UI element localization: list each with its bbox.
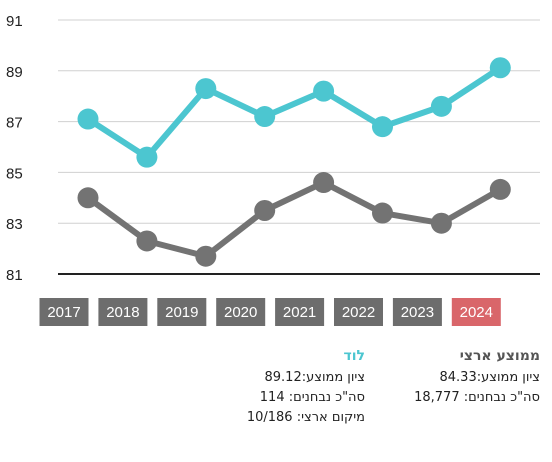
- data-point: [372, 116, 393, 138]
- x-tick-label: 2024: [460, 304, 493, 321]
- legend-national: ממוצע ארצי ציון ממוצע:84.33 סה"כ נבחנים:…: [392, 346, 540, 408]
- x-tick-box: [392, 298, 442, 326]
- x-tick-box: [334, 298, 383, 326]
- grid-lines: [58, 19, 540, 275]
- x-tick-box: [98, 298, 148, 326]
- data-point: [254, 200, 276, 221]
- x-tick-label: 2023: [401, 304, 434, 321]
- y-axis-ticks: 91 89 87 85 83 81: [6, 13, 23, 284]
- legend-national-count: סה"כ נבחנים: 18,777: [414, 390, 540, 405]
- x-tick-box: [157, 298, 207, 326]
- data-point: [372, 202, 393, 224]
- y-tick-label: 81: [6, 267, 23, 284]
- x-tick-label: 2017: [47, 304, 80, 321]
- y-tick-label: 83: [6, 216, 23, 233]
- data-point: [430, 212, 452, 234]
- x-tick-label: 2021: [283, 304, 316, 321]
- data-point: [77, 108, 99, 130]
- x-tick-label: 2018: [106, 304, 139, 321]
- x-tick-box: [39, 298, 89, 326]
- x-tick-label: 2020: [224, 304, 257, 321]
- x-tick-box: [216, 298, 266, 326]
- legend-lod: לוד ציון ממוצע:89.12 סה"כ נבחנים: 114 מי…: [220, 346, 365, 428]
- data-point: [77, 187, 99, 209]
- legend-lod-rank: מיקום ארצי: 10/186: [246, 410, 365, 425]
- data-point: [430, 95, 452, 117]
- data-point: [136, 230, 158, 252]
- data-point: [195, 78, 217, 100]
- legend-national-avg: ציון ממוצע:84.33: [439, 370, 541, 385]
- x-tick-label: 2022: [342, 304, 375, 321]
- data-point: [195, 245, 217, 267]
- legend-lod-avg: ציון ממוצע:89.12: [264, 370, 366, 385]
- data-point: [489, 57, 511, 79]
- x-axis-ticks: 2017 2018 2019 2020 2021 2022 2023 2024: [39, 298, 501, 326]
- data-point: [489, 178, 511, 200]
- series-lines: [77, 57, 511, 267]
- data-point: [136, 146, 158, 168]
- y-tick-label: 85: [6, 165, 23, 182]
- legend-lod-count: סה"כ נבחנים: 114: [259, 390, 365, 405]
- line-chart: 91 89 87 85 83 81 2017 2018 2019 2020 2021 2022 202…: [6, 13, 540, 326]
- y-tick-label: 89: [6, 64, 23, 81]
- legend-national-title: ממוצע ארצי: [459, 348, 540, 364]
- x-tick-box: [451, 298, 501, 326]
- y-tick-label: 87: [6, 115, 23, 132]
- data-point: [313, 172, 335, 194]
- data-point: [254, 106, 276, 128]
- legend-lod-title: לוד: [343, 348, 365, 364]
- x-tick-label: 2019: [165, 304, 198, 321]
- x-tick-box: [275, 298, 325, 326]
- y-tick-label: 91: [6, 13, 23, 30]
- data-point: [313, 80, 335, 102]
